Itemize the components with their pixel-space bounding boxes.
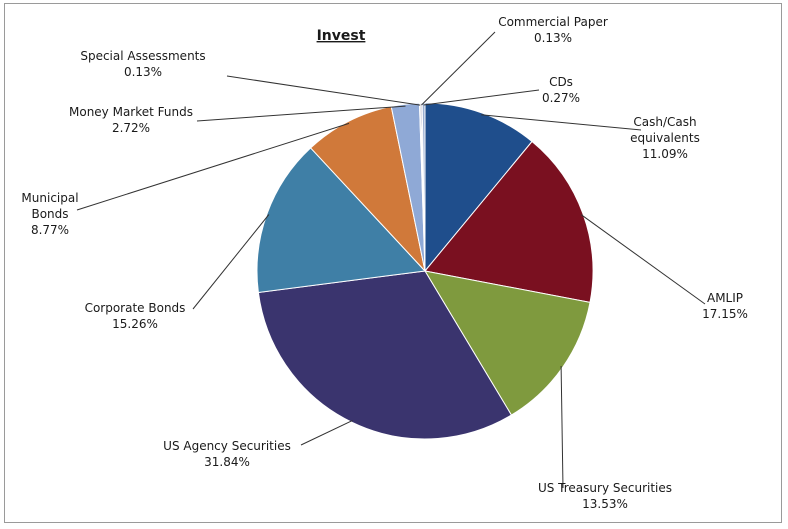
slice-label: Money Market Funds <box>69 105 193 119</box>
slice-percent-label: 0.13% <box>124 65 162 79</box>
leader-line <box>580 214 706 305</box>
slice-label-group: Cash/Cash equivalents 11.09% <box>630 115 700 161</box>
slice-label-group: Special Assessments 0.13% <box>80 49 205 79</box>
leader-lines <box>76 31 706 489</box>
pie-slice-cash-cash-equivalents <box>424 102 533 273</box>
leader-line <box>76 122 350 211</box>
slice-percent-label: 0.13% <box>534 31 572 45</box>
slice-label: US Agency Securities <box>163 439 291 453</box>
slice-percent-label: 15.26% <box>112 317 158 331</box>
leader-line <box>423 89 540 106</box>
slice-label-group: US Treasury Securities 13.53% <box>538 481 672 511</box>
pie-slices <box>256 102 594 440</box>
pie-slice-us-treasury-securities <box>423 270 591 416</box>
slice-label: Commercial Paper <box>498 15 608 29</box>
slice-label: Special Assessments <box>80 49 205 63</box>
slice-label-group: Commercial Paper 0.13% <box>498 15 608 45</box>
pie-chart: Invest Cash/Cash equivalents 11.09% AMLIP 17… <box>21 15 747 511</box>
pie-slice-corporate-bonds <box>256 147 427 294</box>
slice-label-group: Municipal Bonds 8.77% <box>21 191 78 237</box>
slice-percent-label: 31.84% <box>204 455 250 469</box>
slice-label: AMLIP <box>707 291 743 305</box>
leader-line <box>421 31 496 106</box>
slice-label: Corporate Bonds <box>85 301 186 315</box>
leader-line <box>560 365 564 489</box>
slice-labels: Cash/Cash equivalents 11.09% AMLIP 17.15% US … <box>21 15 747 511</box>
leader-line <box>226 75 421 106</box>
leader-line <box>196 105 406 122</box>
slice-label-group: CDs 0.27% <box>542 75 580 105</box>
slice-label-group: US Agency Securities 31.84% <box>163 439 291 469</box>
slice-label-group: Corporate Bonds 15.26% <box>85 301 186 331</box>
pie-slice-amlip <box>424 140 594 303</box>
slice-label: US Treasury Securities <box>538 481 672 495</box>
slice-label: CDs <box>549 75 573 89</box>
slice-percent-label: 11.09% <box>642 147 688 161</box>
slice-label: Cash/Cash <box>633 115 696 129</box>
slice-label-group: AMLIP 17.15% <box>702 291 748 321</box>
leader-line <box>481 114 642 131</box>
slice-label: Municipal <box>21 191 78 205</box>
slice-label: equivalents <box>630 131 700 145</box>
slice-label: Bonds <box>31 207 68 221</box>
slice-percent-label: 2.72% <box>112 121 150 135</box>
chart-frame: Invest Cash/Cash equivalents 11.09% AMLIP 17… <box>4 3 782 523</box>
leader-line <box>300 419 353 446</box>
chart-title: Invest <box>317 28 366 44</box>
slice-label-group: Money Market Funds 2.72% <box>69 105 193 135</box>
slice-percent-label: 13.53% <box>582 497 628 511</box>
slice-percent-label: 17.15% <box>702 307 748 321</box>
slice-percent-label: 0.27% <box>542 91 580 105</box>
slice-percent-label: 8.77% <box>31 223 69 237</box>
pie-slice-us-agency-securities <box>257 270 513 440</box>
leader-line <box>192 214 270 310</box>
